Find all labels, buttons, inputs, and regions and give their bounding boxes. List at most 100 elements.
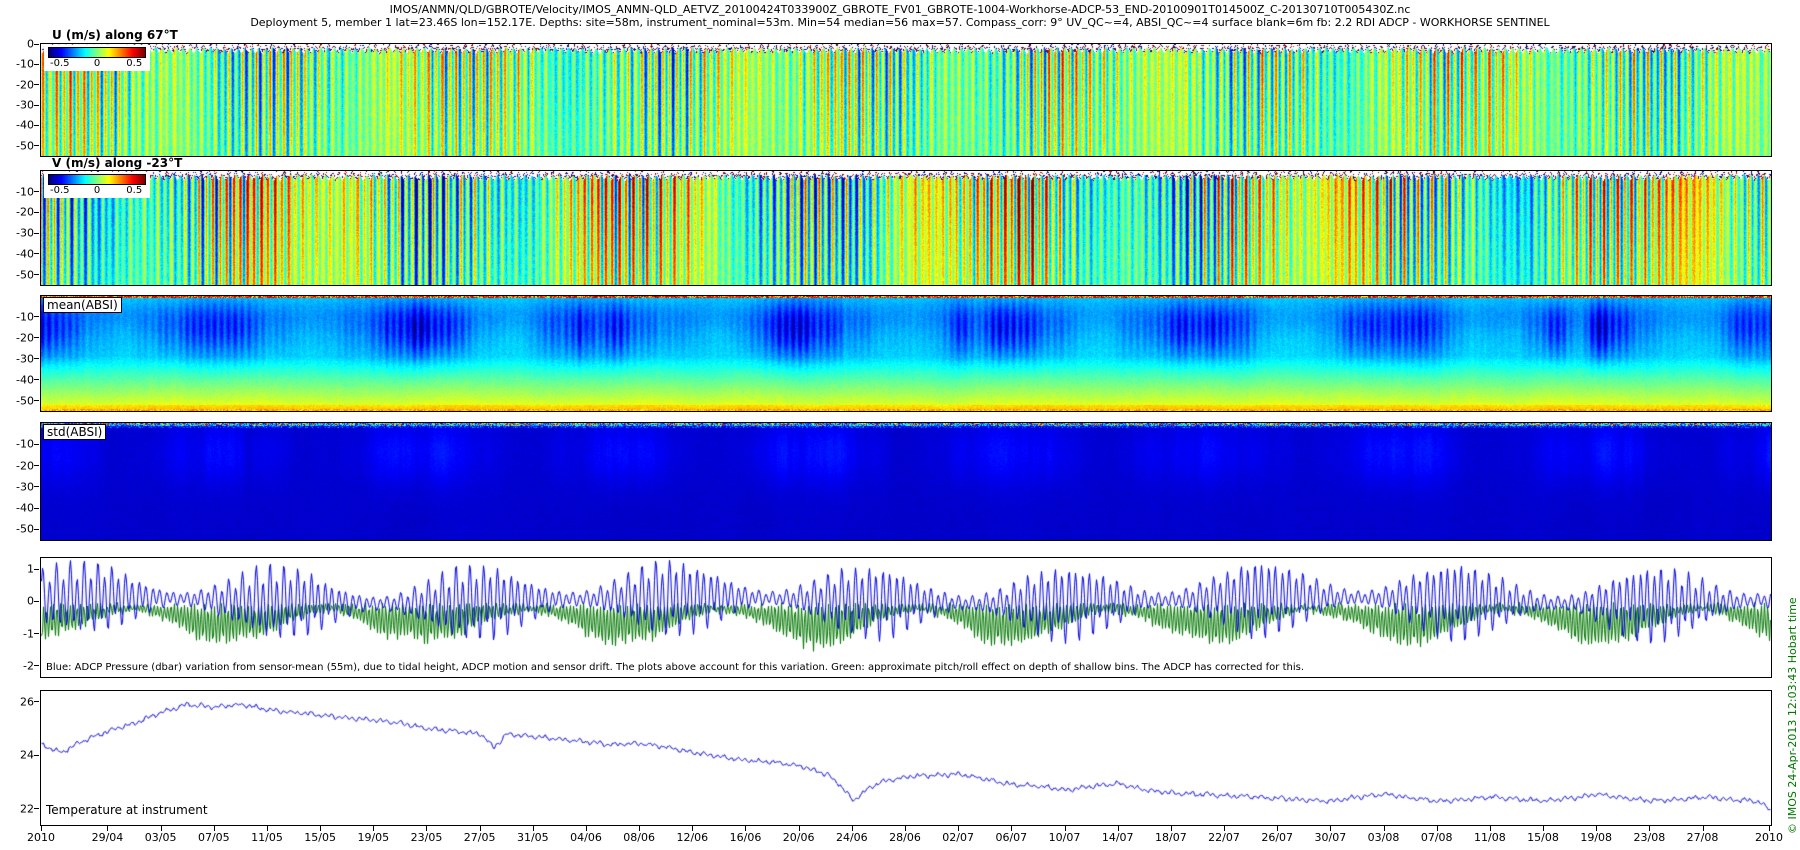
y-axis-tick [34, 104, 39, 106]
y-axis-tick-label: -30 [16, 352, 34, 366]
x-axis-tick-label: 19/08 [1580, 831, 1613, 844]
u-colorbar-ticks: -0.5 0 0.5 [48, 58, 146, 70]
y-axis-tick [34, 211, 39, 213]
x-axis-tick-label: 30/07 [1314, 831, 1347, 844]
x-axis-tick-label: 2010 [27, 831, 55, 844]
x-axis-tick-label: 2010 [1755, 831, 1783, 844]
v-colorbar-ticks: -0.5 0 0.5 [48, 185, 146, 197]
x-axis-tick [479, 826, 481, 831]
x-axis-tick-label: 06/07 [995, 831, 1028, 844]
x-axis-tick [905, 826, 906, 831]
u-colorbar-tick-mid: 0 [93, 58, 101, 69]
x-axis-tick [692, 826, 694, 831]
x-axis-tick-label: 12/06 [676, 831, 709, 844]
figure-header-deployment: Deployment 5, member 1 lat=23.46S lon=15… [250, 16, 1550, 29]
x-axis-tick [958, 826, 960, 831]
y-axis-tick-label: 1 [27, 562, 34, 576]
x-axis-tick-label: 20/06 [782, 831, 815, 844]
x-axis-tick-label: 27/05 [463, 831, 496, 844]
x-axis-tick-label: 08/06 [623, 831, 655, 844]
y-axis-tick-label: -20 [16, 331, 34, 345]
x-axis-tick [532, 826, 534, 831]
x-axis-tick [160, 826, 162, 831]
y-axis-tick-label: -40 [16, 373, 34, 387]
x-axis-tick-label: 02/07 [942, 831, 975, 844]
y-axis-tick-label: 22 [20, 802, 34, 816]
x-axis-tick-label: 31/05 [516, 831, 549, 844]
y-axis-tick [34, 633, 39, 635]
v-colorbar-tick-mid: 0 [93, 185, 101, 196]
x-axis-tick [41, 826, 42, 831]
v-colorbar-tick-max: 0.5 [126, 185, 143, 196]
v-velocity-heatmap-panel [40, 170, 1772, 286]
temperature-panel [40, 690, 1772, 826]
y-axis-tick-label: -20 [16, 459, 34, 473]
imos-copyright-watermark: © IMOS 24-Apr-2013 12:03:43 Hobart time [1786, 597, 1799, 834]
y-axis-tick [34, 43, 39, 45]
y-axis-tick [34, 808, 39, 810]
x-axis-tick [1117, 826, 1119, 831]
y-axis-tick-label: -10 [16, 185, 34, 199]
y-axis-tick-label: 0 [27, 37, 34, 51]
temperature-canvas [41, 691, 1771, 825]
y-axis-tick-label: -20 [16, 78, 34, 92]
y-axis-tick [34, 701, 39, 703]
y-axis-tick [34, 316, 39, 318]
v-colorbar: -0.5 0 0.5 [44, 172, 150, 198]
x-axis-tick [1224, 826, 1225, 831]
x-axis-tick [1170, 826, 1172, 831]
y-axis-tick [34, 665, 39, 667]
x-axis-tick [107, 826, 109, 831]
y-axis-tick-label: -30 [16, 98, 34, 112]
x-axis-tick-label: 29/04 [91, 831, 124, 844]
x-axis-tick-label: 26/07 [1261, 831, 1294, 844]
x-axis-tick-label: 10/07 [1048, 831, 1081, 844]
mean-absi-heatmap-panel [40, 295, 1772, 412]
figure-header-filename: IMOS/ANMN/QLD/GBROTE/Velocity/IMOS_ANMN-… [389, 3, 1411, 16]
y-axis-tick-label: -50 [16, 522, 34, 536]
x-axis-tick [320, 826, 322, 831]
x-axis-tick-label: 14/07 [1101, 831, 1134, 844]
v-panel-title: V (m/s) along -23°T [52, 156, 183, 170]
x-axis-tick [1436, 826, 1438, 831]
x-axis-tick [1064, 826, 1066, 831]
std-absi-heatmap-panel [40, 422, 1772, 541]
x-axis-tick-label: 23/05 [410, 831, 443, 844]
x-axis-tick [426, 826, 428, 831]
y-axis-tick-label: -20 [16, 205, 34, 219]
y-axis-tick [34, 63, 39, 65]
x-axis-tick [1383, 826, 1385, 831]
x-axis-tick [1543, 826, 1545, 831]
y-axis-tick [34, 191, 39, 193]
mean-absi-heatmap-canvas [41, 296, 1771, 411]
x-axis-tick [266, 826, 268, 831]
y-axis-tick [34, 400, 39, 402]
y-axis-tick [34, 337, 39, 339]
y-axis-tick [34, 443, 39, 445]
x-axis-tick-label: 04/06 [570, 831, 602, 844]
u-colorbar-tick-min: -0.5 [49, 58, 70, 69]
y-axis-tick-label: -40 [16, 501, 34, 515]
pressure-annotation: Blue: ADCP Pressure (dbar) variation fro… [46, 662, 1304, 673]
y-axis-tick-label: -10 [16, 310, 34, 324]
x-axis-tick [1011, 826, 1013, 831]
x-axis-tick-label: 23/08 [1633, 831, 1666, 844]
y-axis-tick [34, 754, 39, 756]
y-axis-tick-label: -10 [16, 57, 34, 71]
u-velocity-heatmap-canvas [41, 44, 1771, 156]
x-axis-tick [1277, 826, 1279, 831]
mean-absi-label: mean(ABSI) [43, 297, 122, 313]
x-axis-tick-label: 03/08 [1367, 831, 1400, 844]
x-axis-tick [1596, 826, 1598, 831]
y-axis-tick-label: -1 [23, 627, 34, 641]
x-axis-tick-label: 22/07 [1208, 831, 1240, 844]
x-axis-tick [1330, 826, 1332, 831]
y-axis-tick-label: -30 [16, 226, 34, 240]
y-axis-tick [34, 465, 39, 467]
y-axis-tick [34, 124, 39, 126]
x-axis-tick-label: 15/05 [304, 831, 336, 844]
x-axis-tick [373, 826, 375, 831]
v-colorbar-tick-min: -0.5 [49, 185, 70, 196]
y-axis-tick-label: -50 [16, 268, 34, 282]
